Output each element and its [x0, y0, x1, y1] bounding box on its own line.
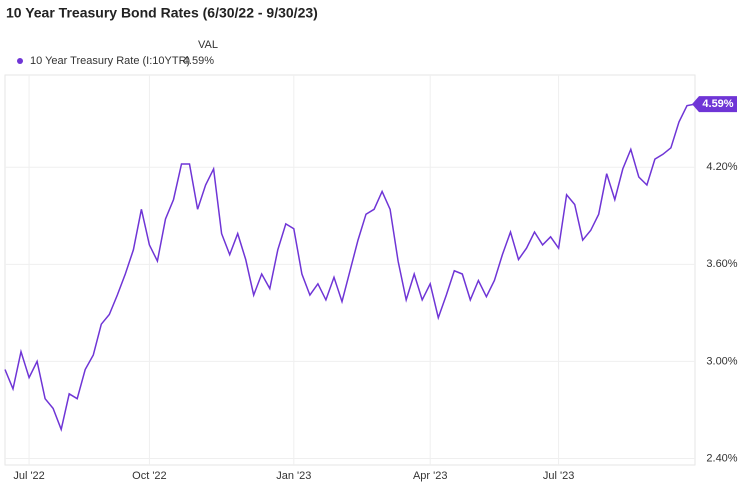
end-badge — [692, 96, 737, 113]
line — [4, 103, 696, 432]
x-tick-label: Oct '22 — [132, 470, 167, 482]
y-tick-label: 3.00% — [706, 355, 737, 367]
y-tick-label: 3.60% — [706, 258, 737, 270]
plot-frame — [4, 74, 696, 466]
legend-header: VAL — [198, 39, 218, 51]
y-tick-label: 4.20% — [706, 161, 737, 173]
x-tick-label: Jul '23 — [543, 470, 574, 482]
legend-value: 4.59% — [183, 55, 214, 67]
chart-title: 10 Year Treasury Bond Rates (6/30/22 - 9… — [6, 5, 318, 21]
end-label: 4.59% — [702, 98, 733, 110]
legend-marker — [17, 58, 23, 64]
legend-label: 10 Year Treasury Rate (I:10YTR) — [30, 55, 190, 67]
x-tick-label: Apr '23 — [413, 470, 448, 482]
x-tick-label: Jan '23 — [276, 470, 311, 482]
y-tick-label: 2.40% — [706, 452, 737, 464]
x-tick-label: Jul '22 — [13, 470, 44, 482]
